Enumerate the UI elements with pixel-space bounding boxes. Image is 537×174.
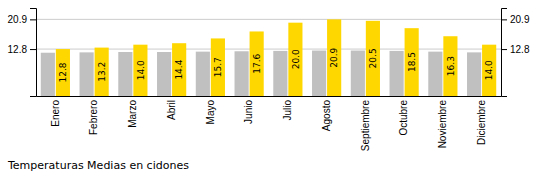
x-tick: Mayo <box>205 96 216 124</box>
bar <box>312 51 326 96</box>
left-y-axis: 12.8 20.9 <box>8 9 37 97</box>
x-tick: Agosto <box>321 96 332 131</box>
data-label: 17.6 <box>252 53 262 73</box>
bar <box>56 49 70 96</box>
bar <box>467 52 481 96</box>
grid <box>36 19 501 49</box>
data-label: 14.0 <box>136 60 146 80</box>
bar <box>172 43 186 96</box>
bar <box>327 19 341 96</box>
data-label: 12.8 <box>58 62 68 82</box>
bar <box>211 38 225 96</box>
x-tick: Noviembre <box>437 96 448 148</box>
y-tick-mark <box>30 19 36 20</box>
bars <box>41 19 496 96</box>
y-tick-label: 20.9 <box>510 14 530 25</box>
x-tick-label: Noviembre <box>437 100 448 149</box>
bar <box>250 31 264 96</box>
bar-series <box>56 19 496 96</box>
x-tick: Diciembre <box>476 96 487 145</box>
y-tick: 12.8 <box>8 44 36 55</box>
bar <box>288 23 302 96</box>
bar <box>273 51 287 96</box>
bar <box>351 51 365 96</box>
y-tick-label: 12.8 <box>510 44 530 55</box>
x-tick: Junio <box>243 96 254 124</box>
x-tick: Julio <box>282 96 293 121</box>
bar <box>428 52 442 96</box>
right-y-axis: 12.8 20.9 <box>501 9 530 97</box>
y-tick-mark <box>501 49 507 50</box>
bar <box>390 51 404 96</box>
x-tick: Septiembre <box>360 96 371 151</box>
bar <box>157 52 171 96</box>
right-y-axis-line <box>502 9 508 97</box>
y-tick: 20.9 <box>8 14 36 25</box>
bar <box>405 28 419 96</box>
data-label: 18.5 <box>407 52 417 72</box>
data-label: 14.4 <box>174 59 184 79</box>
x-tick-label: Agosto <box>321 100 332 132</box>
y-tick-label: 12.8 <box>8 44 28 55</box>
x-tick: Febrero <box>88 96 99 135</box>
bar <box>366 21 380 96</box>
data-label: 16.3 <box>446 56 456 76</box>
x-tick-label: Octubre <box>398 100 409 136</box>
x-tick-label: Mayo <box>205 100 216 125</box>
data-label: 14.0 <box>484 60 494 80</box>
x-axis-line <box>37 96 502 97</box>
data-label: 15.7 <box>213 57 223 77</box>
x-tick-label: Junio <box>243 100 254 124</box>
x-tick: Octubre <box>398 96 409 136</box>
left-y-axis-line <box>30 9 37 97</box>
data-label: 13.2 <box>97 62 107 82</box>
x-tick-label: Diciembre <box>476 100 487 145</box>
chart: 12.8 13.2 14.0 14.4 15.7 17.6 20.0 20.9 20.5 18.5… <box>0 0 537 174</box>
data-label: 20.9 <box>329 47 339 67</box>
bar <box>196 52 210 96</box>
data-labels: 12.8 13.2 14.0 14.4 15.7 17.6 20.0 20.9 20.5 18.5… <box>58 47 494 82</box>
title: Temperaturas Medias en cidones <box>7 159 189 172</box>
x-tick-label: Abril <box>166 100 177 120</box>
x-tick-label: Febrero <box>88 100 99 135</box>
x-tick: Marzo <box>127 96 138 128</box>
bar <box>133 45 147 96</box>
bar <box>235 51 249 96</box>
data-label: 20.0 <box>291 49 301 69</box>
data-label: 20.5 <box>368 48 378 68</box>
x-tick-label: Julio <box>282 100 293 121</box>
bar <box>482 45 496 96</box>
x-axis: Enero Febrero Marzo Abril Mayo Junio Julio Agos… <box>37 96 502 151</box>
x-tick-label: Septiembre <box>360 100 371 152</box>
x-tick-label: Marzo <box>127 100 138 128</box>
y-tick-mark <box>501 19 507 20</box>
bar <box>443 36 457 96</box>
y-tick: 20.9 <box>501 14 530 25</box>
bar <box>118 52 132 96</box>
y-tick-mark <box>30 49 36 50</box>
x-tick: Enero <box>50 96 61 127</box>
plot: 12.8 13.2 14.0 14.4 15.7 17.6 20.0 20.9 20.5 18.5… <box>8 9 530 152</box>
bar <box>95 48 109 96</box>
x-tick-label: Enero <box>50 100 61 127</box>
bar <box>80 52 94 96</box>
y-tick-label: 20.9 <box>8 14 28 25</box>
grid-line <box>36 19 501 20</box>
bar <box>41 53 55 96</box>
x-tick: Abril <box>166 96 177 120</box>
y-tick: 12.8 <box>501 44 530 55</box>
